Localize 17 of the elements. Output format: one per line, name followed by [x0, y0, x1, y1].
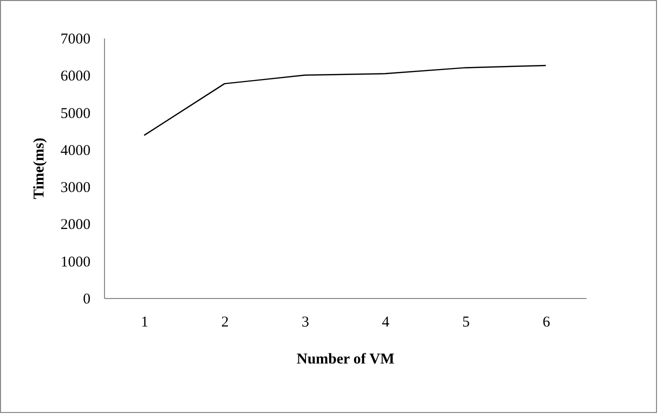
y-tick-label: 3000 — [60, 180, 90, 196]
y-tick-label: 7000 — [60, 32, 90, 48]
y-tick-label: 5000 — [60, 106, 90, 122]
y-tick-label: 0 — [83, 292, 90, 308]
x-tick-label: 4 — [382, 314, 390, 330]
y-tick-label: 2000 — [60, 217, 90, 234]
x-tick-label: 5 — [462, 314, 470, 330]
x-tick-label: 3 — [302, 314, 310, 330]
x-tick-label: 2 — [221, 314, 229, 330]
line-series — [144, 64, 546, 136]
y-tick-label: 6000 — [60, 68, 90, 85]
x-tick-label: 6 — [542, 314, 551, 330]
y-axis-title: Time(ms) — [32, 138, 48, 200]
x-axis-title: Number of VM — [296, 352, 394, 368]
y-tick-label: 4000 — [60, 142, 90, 159]
x-tick-label: 1 — [140, 314, 148, 330]
y-tick-label: 1000 — [60, 254, 90, 270]
